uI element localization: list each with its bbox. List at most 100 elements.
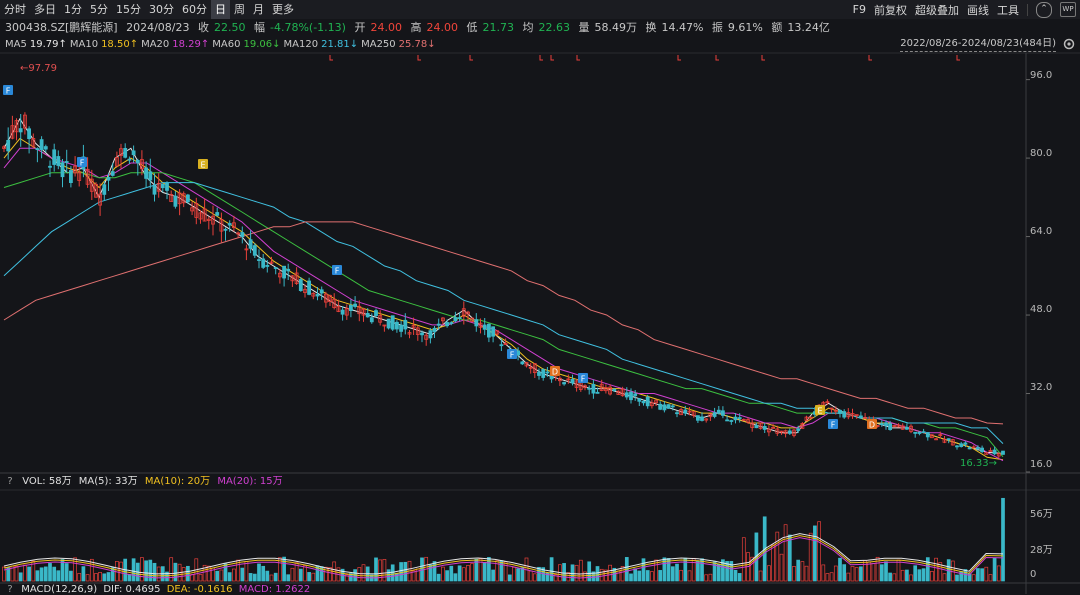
candle-body: [415, 327, 420, 335]
candle-body: [340, 309, 345, 315]
candle-body: [211, 215, 215, 225]
candle-body: [382, 324, 387, 327]
volume-bar: [783, 524, 788, 582]
volume-bar: [328, 567, 332, 582]
close-value: 22.50: [214, 21, 246, 34]
candle-body: [871, 419, 876, 427]
tab-9[interactable]: 月: [253, 3, 264, 16]
volume-bar: [804, 565, 809, 582]
volume-bar: [950, 560, 955, 582]
ma-line-ma250: [3, 221, 1004, 425]
high-annotation: ←97.79: [20, 63, 58, 74]
volume-bar: [541, 567, 546, 582]
candle-body: [917, 431, 922, 434]
settings-gear-icon[interactable]: [1062, 37, 1076, 51]
volume-bar: [457, 565, 462, 582]
f9-button[interactable]: F9: [852, 3, 866, 16]
candle-body: [424, 334, 429, 340]
candle-body: [670, 405, 675, 408]
wp-icon[interactable]: WP: [1060, 2, 1076, 17]
candle-body: [650, 402, 654, 407]
draw-line-button[interactable]: 画线: [967, 3, 989, 17]
candle-body: [148, 171, 153, 181]
candle-body: [231, 222, 236, 229]
tab-2[interactable]: 1分: [64, 3, 82, 16]
volume-bar: [796, 559, 801, 582]
price-tick-80: 80.0: [1030, 148, 1053, 159]
volume-bar: [821, 564, 826, 582]
candle-body: [967, 447, 972, 450]
volume-bar: [976, 568, 980, 582]
candle-body: [411, 324, 416, 329]
candle-body: [737, 417, 742, 420]
volume-bar: [495, 560, 500, 582]
volume-bar: [269, 574, 274, 582]
vol-tick-0: 0: [1030, 569, 1037, 580]
candle-body: [119, 148, 123, 156]
volume-bar: [637, 570, 642, 582]
close-label: 收: [198, 21, 209, 34]
volume-bar: [248, 573, 253, 582]
tab-10[interactable]: 更多: [272, 3, 294, 16]
candle-body: [976, 447, 980, 449]
date-range[interactable]: 2022/08/26-2024/08/23(484日): [900, 37, 1056, 52]
tab-4[interactable]: 15分: [116, 3, 141, 16]
candle-body: [679, 409, 683, 416]
forward-adjust-button[interactable]: 前复权: [874, 3, 907, 17]
candle-body: [988, 450, 993, 452]
volume-bar: [675, 563, 679, 582]
volume-bar: [754, 532, 759, 582]
candle-body: [344, 307, 349, 316]
volume-bar: [474, 558, 479, 582]
tab-5[interactable]: 30分: [149, 3, 174, 16]
tab-1[interactable]: 多日: [34, 3, 56, 16]
volume-bar: [549, 557, 554, 582]
candle-body: [532, 363, 537, 374]
volume-bar: [298, 568, 303, 582]
macd-help-icon[interactable]: ?: [7, 584, 13, 595]
ma-label-3: MA60: [212, 39, 241, 50]
volume-bar: [349, 573, 353, 582]
candle-body: [925, 432, 930, 438]
candle-body: [69, 170, 73, 184]
candle-body: [499, 344, 504, 347]
ma-label-0: MA5: [5, 39, 27, 50]
volume-bar: [988, 574, 993, 582]
candle-body: [725, 419, 729, 422]
tab-6[interactable]: 60分: [182, 3, 207, 16]
volume-bar: [737, 573, 742, 582]
volume-bar: [516, 568, 520, 582]
volume-bar: [599, 568, 604, 582]
tab-0[interactable]: 分时: [4, 3, 26, 16]
volume-bar: [758, 570, 763, 582]
volume-bar: [888, 572, 892, 582]
chevron-up-icon[interactable]: ⌃: [1036, 1, 1052, 18]
signal-marker-label: D: [552, 368, 558, 377]
tab-8[interactable]: 周: [234, 3, 245, 16]
volume-bar: [10, 565, 15, 582]
volume-bar: [344, 574, 349, 582]
ma-line-ma60: [3, 172, 1004, 458]
tab-3[interactable]: 5分: [90, 3, 108, 16]
candle-body: [892, 425, 897, 427]
volume-legend: ? VOL: 58万 MA(5): 33万 MA(10): 20万 MA(20)…: [5, 475, 287, 489]
volume-help-icon[interactable]: ?: [7, 476, 13, 487]
ma-label-4: MA120: [283, 39, 319, 50]
candle-body: [896, 424, 901, 428]
volume-bar: [595, 566, 600, 582]
candle-body: [578, 382, 583, 390]
super-overlay-button[interactable]: 超级叠加: [915, 3, 959, 17]
candle-body: [219, 219, 224, 232]
volume-bar: [532, 573, 537, 582]
candle-body: [106, 176, 111, 181]
vol-ma20: MA(20): 15万: [217, 476, 283, 487]
volume-bar: [608, 564, 612, 582]
ma-label-5: MA250: [361, 39, 396, 50]
candle-body: [537, 371, 541, 376]
tab-7[interactable]: 日: [211, 0, 230, 19]
candle-body: [980, 447, 984, 453]
tools-button[interactable]: 工具: [997, 3, 1019, 17]
volume-bar: [775, 531, 780, 582]
volume-bar: [746, 552, 750, 582]
